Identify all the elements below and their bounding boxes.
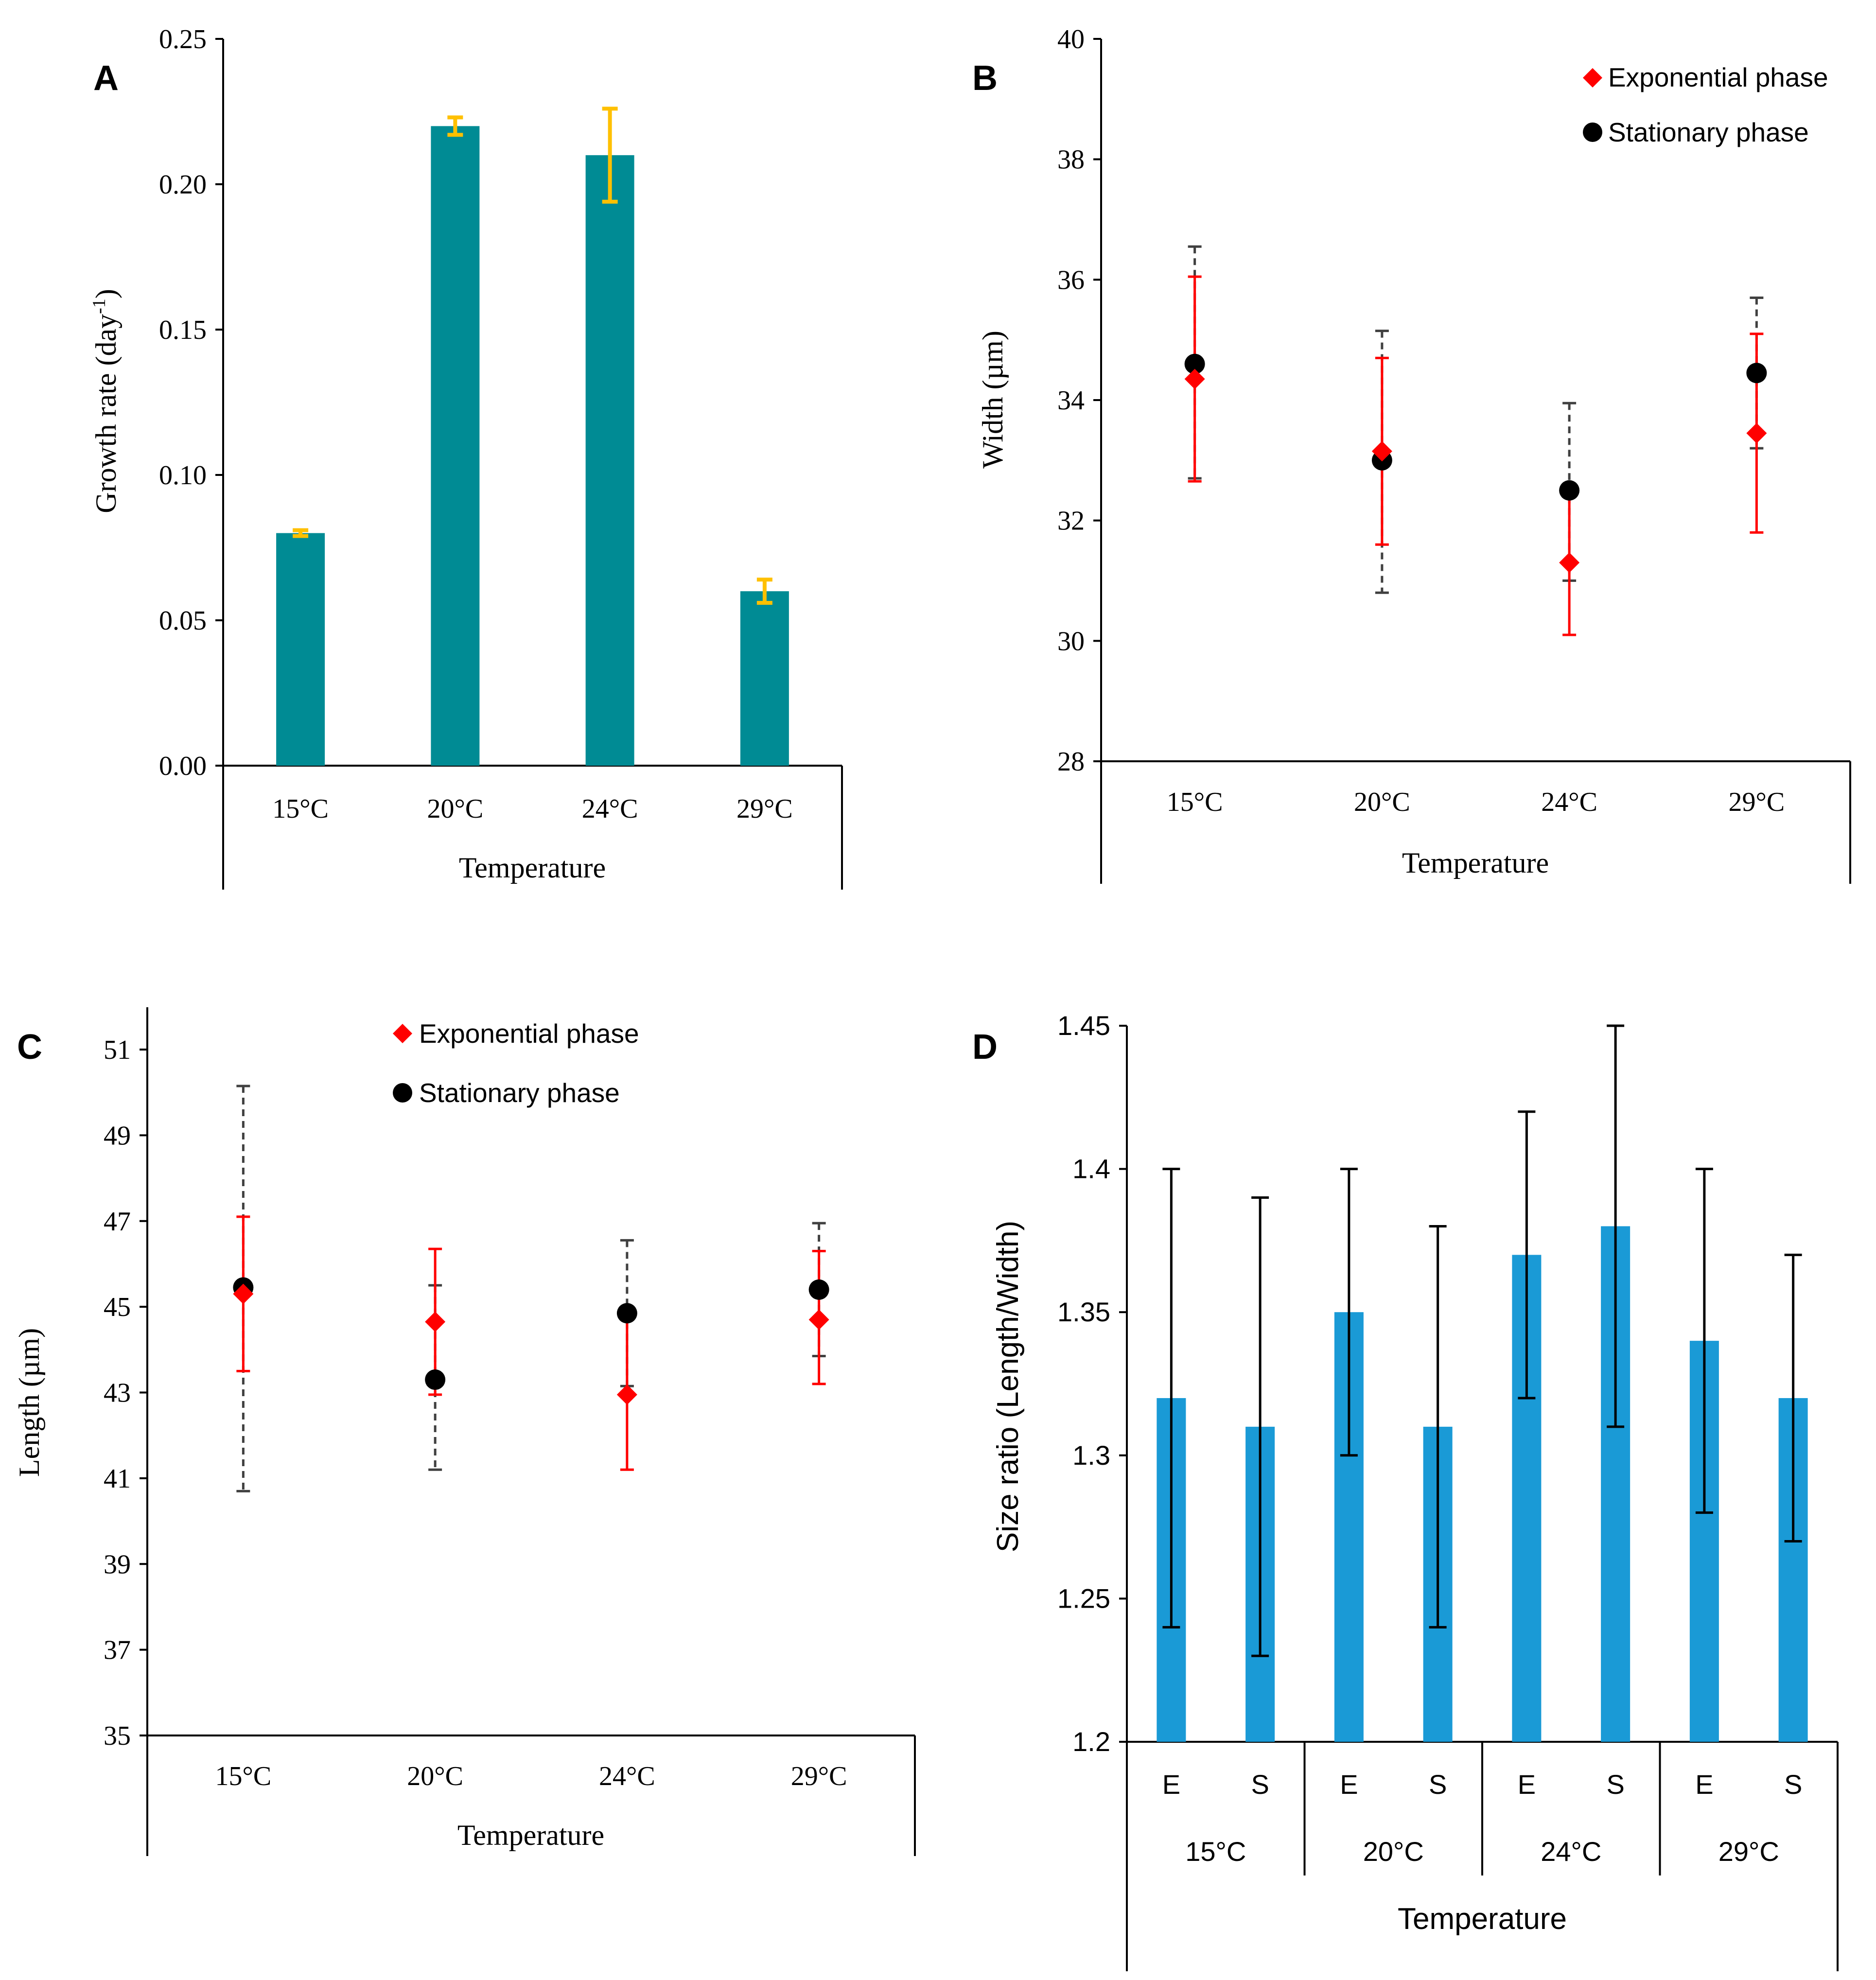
panel-a-ytick-label: 0.05 [159, 606, 207, 636]
panel-d-ytick-label: 1.4 [1072, 1154, 1110, 1184]
panel-b-ytick-label: 40 [1057, 24, 1085, 54]
panel-b-ytick-label: 38 [1057, 145, 1085, 175]
panel-c-ytick-label: 35 [104, 1721, 131, 1751]
panel-b-ytick-label: 28 [1057, 747, 1085, 777]
panel-a-bar [431, 126, 480, 766]
panel-b-legend: Exponential phase Stationary phase [1583, 62, 1828, 147]
panel-a-y-axis-title: Growth rate (day-1) [89, 289, 122, 513]
panel-c-stationary-point [616, 1303, 637, 1324]
panel-d-y-axis-title: Size ratio (Length/Width) [991, 1221, 1025, 1552]
panel-c-ytick-label: 41 [104, 1464, 131, 1494]
panel-a-bar [276, 533, 325, 766]
panel-b-stationary-point [1184, 353, 1205, 374]
panel-c-exponential-point [616, 1384, 637, 1405]
panel-c-ytick-label: 51 [104, 1035, 131, 1065]
panel-c-stationary-point [808, 1279, 829, 1300]
panel-b-xtick-label: 15°C [1167, 787, 1223, 817]
panel-c-length-chart: C 35 37 39 41 43 45 47 49 51 15°C 20°C 24°C 29°C Ex… [13, 1007, 916, 1856]
panel-a-bar [585, 155, 634, 766]
panel-b-legend-circle [1583, 123, 1602, 142]
panel-b-xtick-label: 24°C [1541, 787, 1597, 817]
panel-b-xtick-label: 20°C [1354, 787, 1410, 817]
panel-a-xtick-label: 24°C [582, 794, 638, 824]
panel-b-xtick-label: 29°C [1729, 787, 1785, 817]
panel-d-sub-label: E [1518, 1769, 1536, 1800]
panel-c-legend: Exponential phase Stationary phase [393, 1018, 639, 1108]
panel-b-stationary-point [1746, 363, 1767, 384]
panel-d-group-label: 24°C [1541, 1836, 1601, 1867]
panel-b-exponential-point [1559, 552, 1580, 573]
panel-b-exponential-point [1746, 423, 1767, 444]
panel-a-bar [740, 591, 789, 766]
panel-c-xtick-label: 29°C [791, 1761, 847, 1791]
panel-d-size-ratio-chart: D 1.2 1.25 1.3 1.35 1.4 1.45 E S E S E S E S 15°C 20°C… [972, 1010, 1839, 1971]
panel-d-sub-label: E [1695, 1769, 1713, 1800]
panel-c-ytick-label: 49 [104, 1121, 131, 1151]
panel-a-ytick-label: 0.00 [159, 751, 207, 781]
panel-d-ytick-label: 1.3 [1072, 1440, 1110, 1471]
panel-d-ytick-label: 1.45 [1057, 1010, 1110, 1041]
panel-c-y-axis-title: Length (µm) [13, 1328, 45, 1477]
panel-c-exponential-point [425, 1311, 446, 1332]
panel-a-letter: A [93, 59, 119, 98]
panel-a-x-axis-title: Temperature [459, 852, 606, 884]
panel-d-ytick-label: 1.2 [1072, 1726, 1110, 1757]
panel-c-ytick-label: 45 [104, 1292, 131, 1322]
panel-b-ytick-label: 30 [1057, 626, 1085, 656]
panel-c-ytick-label: 39 [104, 1549, 131, 1579]
panel-d-letter: D [972, 1028, 998, 1067]
panel-b-ytick-label: 34 [1057, 385, 1085, 416]
panel-b-legend-stationary: Stationary phase [1608, 117, 1809, 147]
panel-c-ytick-label: 47 [104, 1207, 131, 1237]
panel-d-sub-label: S [1251, 1769, 1269, 1800]
panel-d-sub-label: E [1340, 1769, 1358, 1800]
panel-d-sub-label: S [1784, 1769, 1802, 1800]
panel-a-xtick-label: 15°C [272, 794, 329, 824]
panel-b-legend-exponential: Exponential phase [1608, 62, 1828, 92]
panel-c-legend-exponential: Exponential phase [419, 1018, 639, 1049]
panel-d-group-label: 15°C [1185, 1836, 1246, 1867]
panel-b-stationary-point [1559, 480, 1580, 501]
panel-c-ytick-label: 43 [104, 1378, 131, 1408]
panel-c-exponential-point [808, 1309, 829, 1330]
panel-b-width-chart: B 28 30 32 34 36 38 40 15°C 20°C 24°C 29°C Expone… [972, 24, 1851, 884]
panel-c-xtick-label: 24°C [599, 1761, 655, 1791]
panel-b-x-axis-title: Temperature [1402, 847, 1549, 879]
panel-c-letter: C [17, 1028, 42, 1067]
panel-d-sub-label: S [1606, 1769, 1624, 1800]
panel-d-x-axis-title: Temperature [1398, 1902, 1567, 1936]
panel-b-letter: B [972, 59, 998, 98]
panel-b-y-axis-title: Width (µm) [977, 331, 1009, 469]
panel-c-ytick-label: 37 [104, 1635, 131, 1665]
panel-b-exponential-point [1184, 368, 1205, 389]
panel-b-legend-diamond [1583, 68, 1602, 88]
panel-b-exponential-point [1371, 441, 1392, 462]
panel-a-xtick-label: 20°C [427, 794, 484, 824]
panel-c-xtick-label: 15°C [215, 1761, 272, 1791]
panel-c-legend-diamond [393, 1024, 412, 1043]
panel-c-exponential-point [233, 1283, 254, 1304]
panel-d-sub-label: E [1162, 1769, 1180, 1800]
panel-d-group-label: 29°C [1718, 1836, 1779, 1867]
panel-c-xtick-label: 20°C [407, 1761, 463, 1791]
panel-b-ytick-label: 32 [1057, 506, 1085, 536]
panel-b-ytick-label: 36 [1057, 265, 1085, 295]
panel-c-x-axis-title: Temperature [457, 1819, 604, 1851]
panel-a-ytick-label: 0.10 [159, 460, 207, 491]
panel-c-legend-stationary: Stationary phase [419, 1078, 620, 1108]
panel-a-xtick-label: 29°C [736, 794, 793, 824]
panel-c-legend-circle [393, 1083, 412, 1103]
panel-a-ytick-label: 0.25 [159, 24, 207, 54]
panel-d-group-label: 20°C [1363, 1836, 1424, 1867]
panel-d-ytick-label: 1.35 [1057, 1297, 1110, 1327]
panel-d-sub-label: S [1429, 1769, 1447, 1800]
panel-d-ytick-label: 1.25 [1057, 1583, 1110, 1613]
panel-a-ytick-label: 0.15 [159, 315, 207, 345]
panel-a-growth-rate-chart: A 0.00 0.05 0.10 0.15 0.20 0.25 15°C 20°C 24°C 2… [89, 24, 843, 890]
panel-c-stationary-point [425, 1369, 446, 1390]
panel-a-ytick-label: 0.20 [159, 170, 207, 200]
